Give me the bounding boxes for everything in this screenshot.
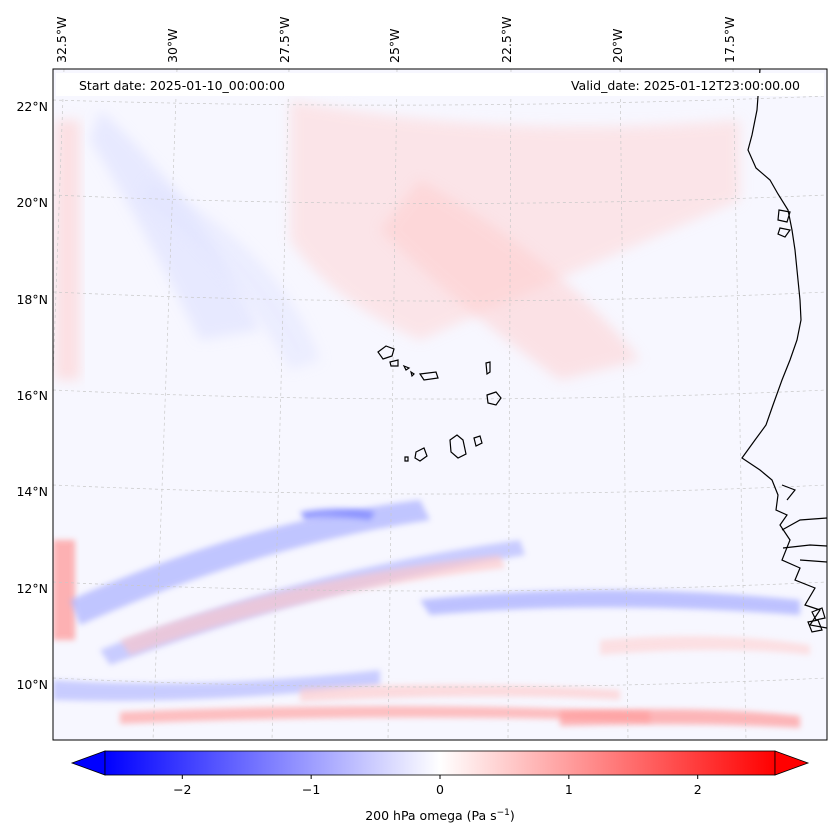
colorbar-body: [104, 750, 776, 776]
colorbar-label-exp: −1: [497, 808, 510, 818]
map-frame: [52, 68, 828, 741]
lat-label: 12°N: [16, 581, 48, 596]
lat-label: 14°N: [16, 484, 48, 499]
colorbar-max-extend: [774, 750, 810, 776]
lat-label: 10°N: [16, 677, 48, 692]
lon-label: 30°W: [165, 28, 180, 63]
colorbar-tick-label: 1: [565, 782, 573, 797]
lon-labels: 32.5°W 30°W 27.5°W 25°W 22.5°W 20°W 17.5…: [54, 17, 737, 63]
colorbar: −2 −1 0 1 2 200 hPa omega (Pa s−1): [70, 750, 810, 823]
map-panel: Start date: 2025-01-10_00:00:00 Valid_da…: [52, 68, 828, 741]
lat-label: 18°N: [16, 292, 48, 307]
lon-label: 22.5°W: [499, 17, 514, 63]
gridlines: [53, 69, 827, 740]
valid-date-text: Valid_date: 2025-01-12T23:00:00.00: [571, 78, 800, 93]
lon-label: 25°W: [387, 28, 402, 63]
lat-label: 22°N: [16, 99, 48, 114]
colorbar-tick-label: 0: [436, 782, 444, 797]
cape-verde-islands: [377, 345, 502, 462]
coastline: [741, 69, 827, 633]
lon-label: 32.5°W: [54, 17, 69, 63]
colorbar-tick-label: 2: [694, 782, 702, 797]
lon-label: 27.5°W: [277, 17, 292, 63]
lat-label: 20°N: [16, 195, 48, 210]
colorbar-ticks: −2 −1 0 1 2: [173, 775, 702, 797]
lat-label: 16°N: [16, 388, 48, 403]
colorbar-min-extend: [70, 750, 106, 776]
colorbar-tick-label: −1: [302, 782, 320, 797]
start-date-text: Start date: 2025-01-10_00:00:00: [79, 78, 285, 93]
colorbar-label-main: 200 hPa omega (Pa s: [365, 808, 496, 823]
lon-label: 17.5°W: [722, 17, 737, 63]
lon-label: 20°W: [610, 28, 625, 63]
header-box: [56, 73, 824, 96]
africa-coast: [741, 69, 827, 629]
colorbar-label-close: ): [510, 808, 515, 823]
colorbar-tick-label: −2: [173, 782, 191, 797]
lat-labels: 22°N 20°N 18°N 16°N 14°N 12°N 10°N: [16, 99, 48, 692]
colorbar-label: 200 hPa omega (Pa s−1): [365, 808, 515, 823]
